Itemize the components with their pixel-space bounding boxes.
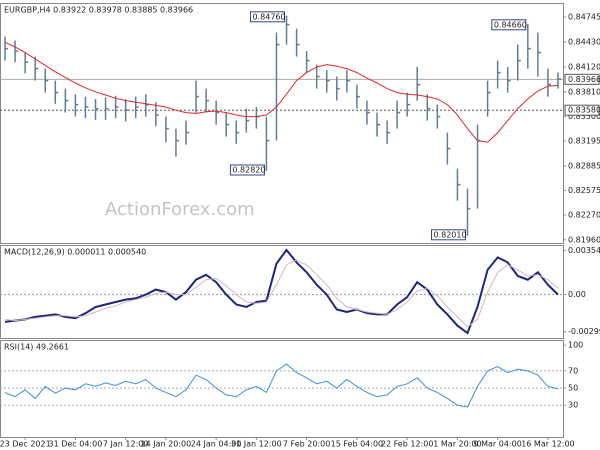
panel-frame: [0, 340, 564, 438]
price-label: 0.83966: [568, 75, 600, 84]
price-label-box: [564, 104, 600, 116]
x-tick-label: 31 Dec 04:00: [48, 440, 102, 449]
y-tick-label: 0.82885: [568, 161, 600, 170]
y-tick-label: 0.82270: [568, 211, 600, 220]
y-tick-label: 0.84430: [568, 38, 600, 47]
y-tick-label: 50: [568, 384, 578, 393]
y-tick-label: 0.003548: [568, 246, 600, 255]
annotation-label: 0.84660: [494, 20, 527, 29]
panel-title: MACD(12,26,9) 0.000011 0.000540: [4, 248, 146, 257]
y-tick-label: 70: [568, 366, 578, 375]
indicator-line: [4, 259, 559, 328]
price-label-box: [564, 73, 600, 85]
y-tick-label: 0.83500: [568, 112, 600, 121]
annotation-label: 0.84760: [253, 12, 286, 21]
moving-average: [4, 41, 559, 143]
x-tick-label: 22 Feb 12:00: [381, 440, 433, 449]
panel-frame: [0, 3, 564, 244]
x-tick-label: 1 Mar 20:00: [433, 440, 481, 449]
y-tick-label: 0.83810: [568, 87, 600, 96]
annotation-label: 0.82820: [232, 166, 265, 175]
y-tick-label: -0.002992: [568, 327, 600, 336]
x-tick-label: 16 Mar 12:00: [521, 440, 574, 449]
y-tick-label: 0.84120: [568, 63, 600, 72]
price-label: 0.83580: [568, 106, 600, 115]
annotation-box: [250, 11, 286, 23]
x-tick-label: 31 Jan 12:00: [231, 440, 282, 449]
x-tick-label: 14 Jan 20:00: [141, 440, 192, 449]
x-tick-label: 7 Feb 20:00: [283, 440, 330, 449]
y-tick-label: 0.82575: [568, 186, 600, 195]
y-tick-label: 0.00: [568, 290, 586, 299]
x-tick-label: 23 Dec 2021: [0, 440, 51, 449]
annotation-box: [491, 19, 527, 31]
x-tick-label: 24 Jan 04:00: [191, 440, 242, 449]
x-tick-label: 15 Feb 04:00: [331, 440, 383, 449]
y-tick-label: 0.84745: [568, 13, 600, 22]
annotation-label: 0.82010: [433, 230, 466, 239]
panel-frame: [0, 245, 564, 339]
x-tick-label: 7 Jan 12:00: [103, 440, 149, 449]
annotation-box: [430, 229, 466, 241]
indicator-line: [4, 248, 559, 335]
watermark: ActionForex.com: [105, 199, 255, 220]
annotation-box: [229, 164, 265, 176]
panel-title: EURGBP,H4 0.83922 0.83978 0.83885 0.8396…: [4, 6, 193, 15]
y-tick-label: 30: [568, 401, 578, 410]
x-tick-label: 9 Mar 04:00: [473, 440, 521, 449]
y-tick-label: 0.83195: [568, 137, 600, 146]
y-tick-label: 100: [568, 341, 583, 350]
indicator-line: [4, 363, 559, 408]
y-tick-label: 0.81960: [568, 235, 600, 244]
panel-title: RSI(14) 49.2661: [4, 343, 69, 352]
